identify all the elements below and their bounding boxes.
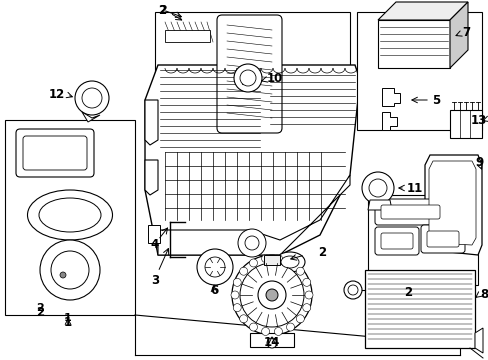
Bar	[155, 12, 349, 142]
FancyBboxPatch shape	[374, 227, 418, 255]
Text: 12: 12	[49, 89, 65, 102]
Circle shape	[261, 255, 269, 262]
Text: 6: 6	[209, 284, 218, 297]
Circle shape	[343, 281, 361, 299]
Bar	[148, 225, 160, 243]
Bar	[249, 333, 293, 347]
Circle shape	[60, 272, 66, 278]
Circle shape	[266, 338, 276, 348]
Circle shape	[238, 229, 265, 257]
Polygon shape	[367, 200, 391, 210]
Bar	[377, 20, 449, 68]
Bar	[449, 110, 481, 138]
FancyBboxPatch shape	[217, 15, 282, 133]
Circle shape	[258, 281, 285, 309]
Ellipse shape	[27, 190, 112, 240]
Ellipse shape	[39, 198, 101, 232]
Circle shape	[265, 289, 278, 301]
Bar	[356, 12, 481, 130]
Circle shape	[239, 315, 247, 323]
Text: 2: 2	[36, 303, 44, 313]
Text: 1: 1	[64, 313, 72, 323]
Circle shape	[274, 328, 282, 336]
Bar	[164, 30, 209, 42]
Circle shape	[82, 88, 102, 108]
Bar	[264, 255, 280, 265]
Circle shape	[231, 255, 311, 335]
Circle shape	[75, 81, 109, 115]
Polygon shape	[381, 112, 396, 130]
Circle shape	[249, 259, 257, 267]
Circle shape	[233, 278, 241, 286]
Bar	[242, 72, 247, 84]
Circle shape	[40, 240, 100, 300]
Polygon shape	[145, 160, 158, 195]
Circle shape	[296, 315, 304, 323]
Polygon shape	[377, 2, 467, 20]
FancyBboxPatch shape	[426, 231, 458, 247]
Circle shape	[305, 291, 312, 299]
Text: 14: 14	[263, 337, 280, 350]
Circle shape	[347, 285, 357, 295]
Bar	[5, 120, 135, 315]
Circle shape	[240, 263, 304, 327]
Text: 9: 9	[475, 156, 483, 168]
Circle shape	[51, 251, 89, 289]
Circle shape	[286, 259, 294, 267]
Text: 8: 8	[479, 288, 487, 302]
Text: 2: 2	[158, 4, 166, 17]
Polygon shape	[449, 2, 467, 68]
Circle shape	[239, 267, 247, 275]
Text: 2: 2	[403, 285, 411, 298]
Text: 5: 5	[431, 94, 439, 107]
Text: 4: 4	[151, 238, 159, 252]
Circle shape	[302, 303, 310, 312]
Text: 7: 7	[461, 26, 469, 39]
Circle shape	[197, 249, 232, 285]
FancyBboxPatch shape	[16, 129, 94, 177]
Polygon shape	[82, 112, 100, 122]
Circle shape	[261, 328, 269, 336]
Text: 10: 10	[266, 72, 283, 85]
Text: 2: 2	[159, 5, 166, 15]
Circle shape	[233, 303, 241, 312]
FancyBboxPatch shape	[380, 233, 412, 249]
Bar	[367, 195, 477, 285]
Polygon shape	[145, 100, 158, 145]
FancyBboxPatch shape	[420, 225, 464, 253]
FancyBboxPatch shape	[380, 205, 439, 219]
Circle shape	[234, 64, 262, 92]
Polygon shape	[474, 328, 482, 353]
Text: 3: 3	[151, 274, 159, 287]
Polygon shape	[424, 155, 481, 255]
Text: 13: 13	[470, 113, 486, 126]
Polygon shape	[428, 161, 475, 245]
Polygon shape	[381, 88, 399, 106]
Circle shape	[230, 291, 239, 299]
Bar	[364, 270, 474, 348]
Polygon shape	[145, 65, 359, 255]
Text: 2: 2	[36, 306, 44, 319]
Ellipse shape	[281, 256, 298, 268]
Text: 1: 1	[64, 316, 72, 329]
FancyBboxPatch shape	[374, 199, 445, 225]
Circle shape	[249, 323, 257, 331]
Text: 2: 2	[317, 247, 325, 260]
FancyBboxPatch shape	[23, 136, 87, 170]
Circle shape	[244, 236, 259, 250]
Circle shape	[204, 257, 224, 277]
Circle shape	[286, 323, 294, 331]
Circle shape	[368, 179, 386, 197]
Circle shape	[240, 70, 256, 86]
Circle shape	[361, 172, 393, 204]
Circle shape	[274, 255, 282, 262]
Circle shape	[302, 278, 310, 286]
Text: 11: 11	[406, 181, 423, 194]
Circle shape	[296, 267, 304, 275]
Polygon shape	[158, 175, 349, 255]
Ellipse shape	[274, 252, 305, 272]
